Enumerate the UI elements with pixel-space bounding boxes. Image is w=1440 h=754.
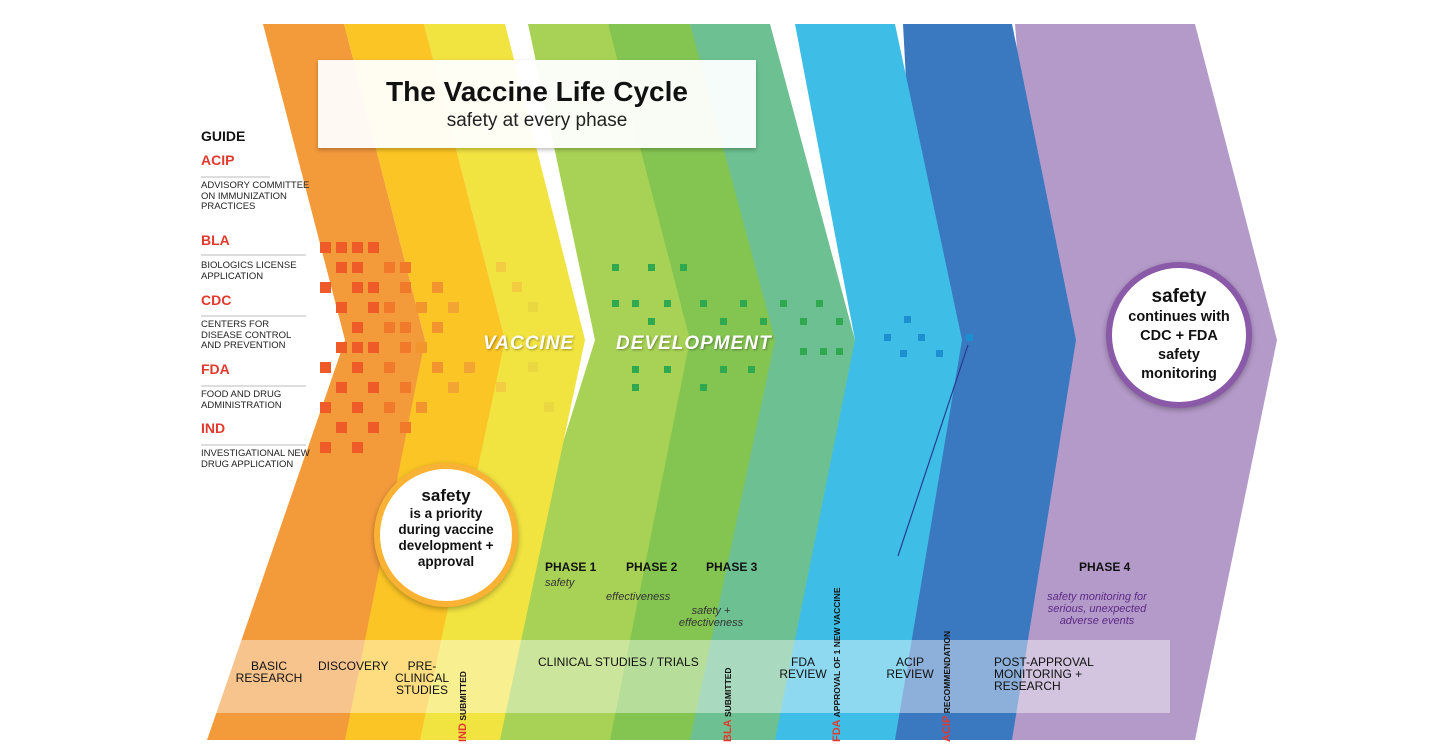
- guide-abbr-cdc: CDC: [201, 292, 232, 308]
- milestone-ind: IND SUBMITTED: [457, 671, 469, 742]
- guide-abbr-acip: ACIP: [201, 152, 235, 168]
- guide-heading: GUIDE: [201, 128, 246, 144]
- stage-discovery: DISCOVERY: [318, 659, 389, 673]
- circle-right-text: continues with CDC + FDA safety monitori…: [1128, 309, 1230, 382]
- page-subtitle: safety at every phase: [446, 110, 628, 131]
- page-title: The Vaccine Life Cycle: [386, 76, 688, 107]
- milestone-acip-text: RECOMMENDATION: [942, 630, 952, 714]
- safety-continues-circle: safety continues with CDC + FDA safety m…: [1106, 262, 1252, 408]
- milestone-ind-text: SUBMITTED: [458, 671, 468, 721]
- chevron-phase1: [470, 24, 690, 740]
- guide-abbr-fda: FDA: [201, 361, 230, 377]
- pixel-squares: [320, 242, 973, 453]
- guide-desc-acip: Advisory Committee on Immunization Pract…: [201, 180, 310, 212]
- phase-3-label: PHASE 3: [706, 560, 758, 574]
- phase-4-sub: safety monitoring for serious, unexpecte…: [1047, 591, 1147, 627]
- milestone-fda: FDA APPROVAL OF 1 NEW VACCINE: [831, 587, 843, 742]
- milestone-acip: ACIP RECOMMENDATION: [941, 631, 953, 742]
- stage-clinical: CLINICAL STUDIES / TRIALS: [538, 655, 699, 669]
- milestone-bla-text: SUBMITTED: [723, 667, 733, 718]
- chevron-preclinical: [365, 24, 585, 740]
- milestone-bla: BLA SUBMITTED: [722, 667, 734, 742]
- title-box: The Vaccine Life Cycle safety at every p…: [318, 60, 756, 148]
- banner-vaccine: VACCINE: [483, 333, 575, 354]
- milestone-ind-abbr: IND: [457, 723, 469, 742]
- safety-priority-circle: safety is a priority during vaccine deve…: [374, 463, 518, 607]
- milestone-fda-abbr: FDA: [831, 719, 843, 742]
- milestone-acip-abbr: ACIP: [941, 715, 953, 742]
- stage-acip-review: ACIP REVIEW: [886, 655, 934, 681]
- stage-fda-review: FDA REVIEW: [779, 655, 827, 681]
- phase-3-sub: safety + effectiveness: [678, 605, 744, 629]
- circle-left-text: is a priority during vaccine development…: [398, 506, 494, 569]
- phase-2-label: PHASE 2: [626, 560, 678, 574]
- stage-preclinical: PRE-CLINICAL STUDIES: [394, 659, 450, 697]
- guide-desc-cdc: Centers for Disease Control and Preventi…: [201, 319, 291, 351]
- phase-4-label: PHASE 4: [1079, 560, 1131, 574]
- stage-post-approval: POST-APPROVAL MONITORING + RESEARCH: [994, 655, 1094, 693]
- approval-line: [897, 344, 969, 557]
- stage-basic-research: BASIC RESEARCH: [235, 659, 303, 685]
- banner-development: DEVELOPMENT: [616, 333, 772, 354]
- guide-desc-ind: Investigational New Drug Application: [201, 448, 310, 470]
- guide-abbr-ind: IND: [201, 420, 226, 436]
- guide-dividers: [201, 176, 306, 446]
- milestone-bla-abbr: BLA: [722, 719, 734, 742]
- guide-desc-bla: Biologics License Application: [201, 260, 297, 282]
- chevron-phase3: [630, 24, 855, 740]
- guide-desc-fda: Food and Drug Administration: [201, 389, 282, 411]
- guide-abbr-bla: BLA: [201, 232, 230, 248]
- circle-left-title: safety: [421, 486, 471, 505]
- phase-2-sub: effectiveness: [606, 591, 671, 603]
- stage-band: [215, 640, 1170, 713]
- circle-right-title: safety: [1151, 286, 1207, 307]
- phase-1-sub: safety: [545, 577, 575, 589]
- chevron-basic-research: [207, 24, 425, 740]
- phase-1-label: PHASE 1: [545, 560, 597, 574]
- milestone-fda-text: APPROVAL OF 1 NEW VACCINE: [832, 587, 842, 718]
- chevron-phase2: [550, 24, 775, 740]
